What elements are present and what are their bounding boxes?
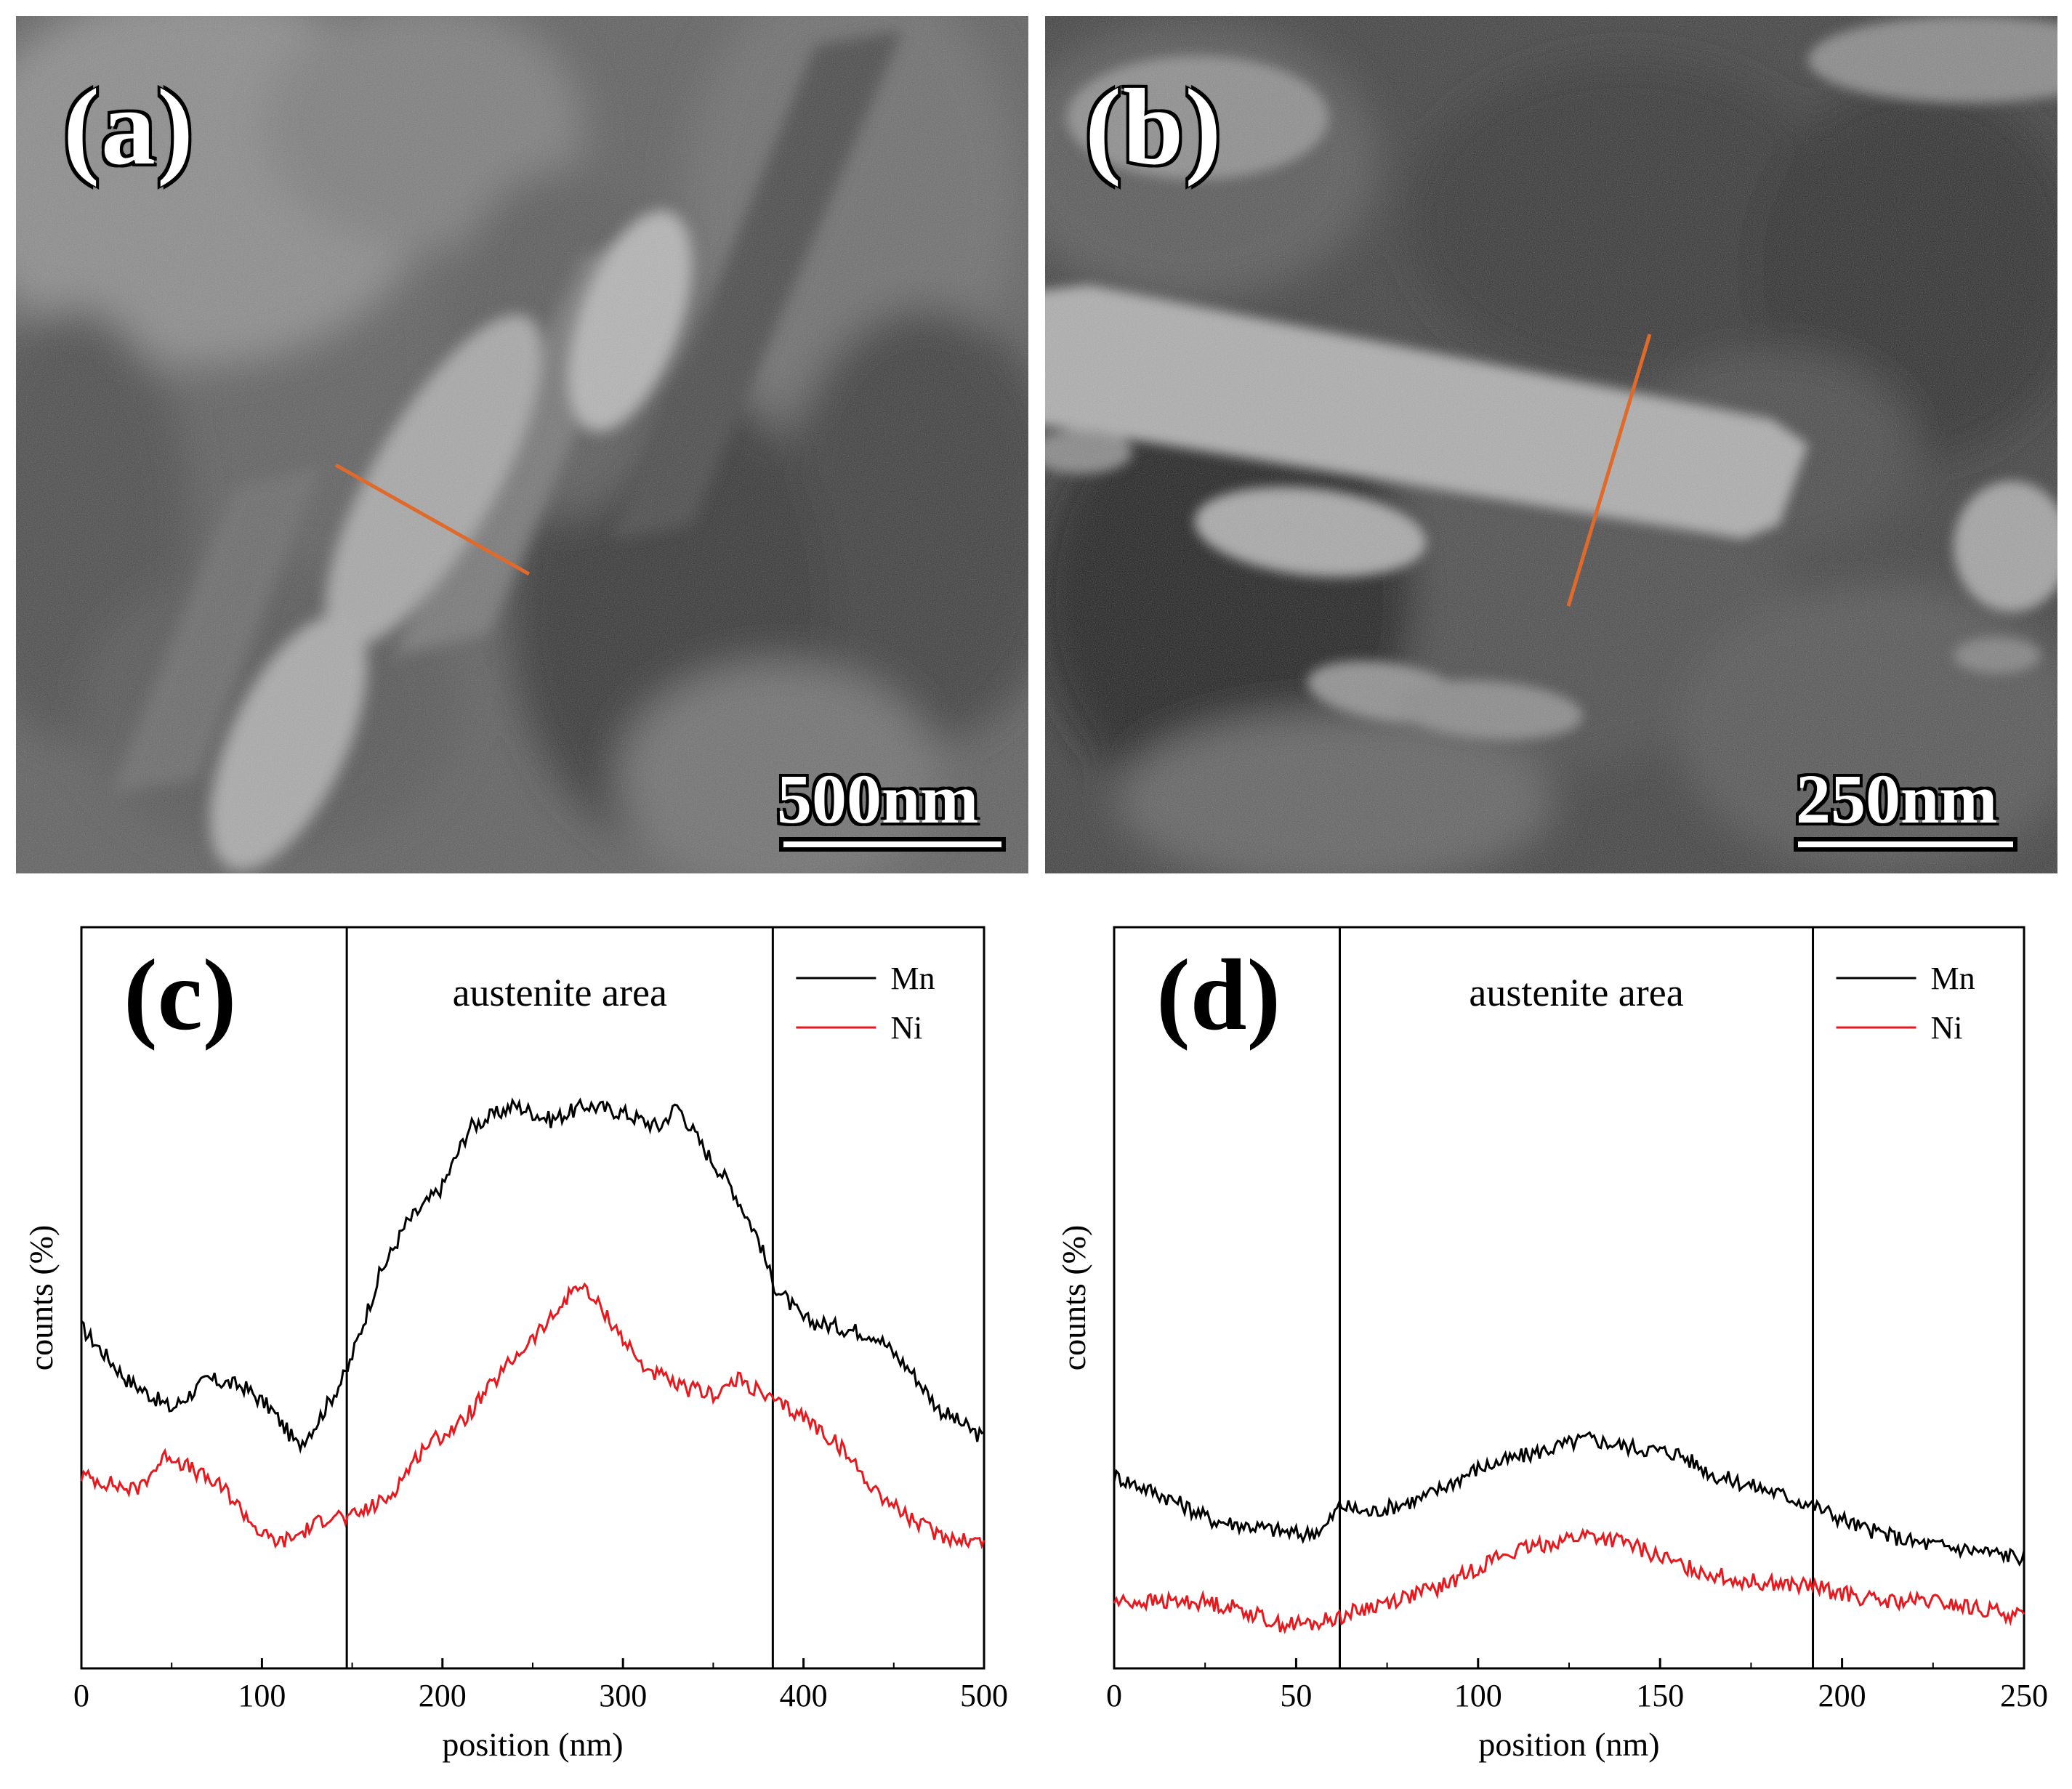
x-tick-label: 150 <box>1636 1678 1684 1713</box>
line-scan-b <box>1566 334 1652 607</box>
scale-text-a: 500nm <box>777 760 979 838</box>
region-annotation: austenite area <box>1469 971 1683 1014</box>
legend-label-ni: Ni <box>890 1010 922 1046</box>
x-tick-label: 50 <box>1280 1678 1312 1713</box>
chart-panel-label: (c) <box>124 939 236 1051</box>
series-line-mn <box>80 1097 985 1455</box>
y-axis-label: counts (%) <box>1055 1225 1092 1371</box>
chart-d: 0 50 100 150 200 250 position (nm) counts (%) (d… <box>1036 894 2072 1789</box>
x-tick-label: 500 <box>960 1678 1008 1713</box>
legend-label-mn: Mn <box>890 961 935 996</box>
x-axis-label: position (nm) <box>442 1726 623 1763</box>
series-line-ni <box>80 1282 985 1549</box>
x-axis-label: position (nm) <box>1478 1726 1659 1763</box>
micrograph-a: (a) 500nm <box>16 16 1028 873</box>
panel-label-b: (b) <box>1085 67 1223 187</box>
chart-panel-label: (d) <box>1156 939 1281 1051</box>
scale-bar-a <box>779 837 1006 852</box>
legend-label-mn: Mn <box>1931 961 1975 996</box>
x-tick-label: 200 <box>419 1678 467 1713</box>
x-tick-label: 250 <box>2000 1678 2048 1713</box>
x-tick-label: 0 <box>1106 1678 1122 1713</box>
chart-d-svg: 0 50 100 150 200 250 position (nm) counts (%) (d… <box>1055 926 2048 1763</box>
micrograph-b-image <box>1045 16 2057 873</box>
scale-bar-b <box>1794 837 2017 852</box>
series-line-ni <box>1113 1527 2025 1635</box>
micrograph-b: (b) 250nm <box>1045 16 2057 873</box>
region-annotation: austenite area <box>453 971 667 1014</box>
scale-text-b: 250nm <box>1796 760 1998 838</box>
chart-c: 0 100 200 300 400 500 position (nm) counts (%) (… <box>0 894 1036 1789</box>
micrograph-a-image <box>16 16 1028 873</box>
x-tick-label: 100 <box>1454 1678 1502 1713</box>
x-tick-label: 400 <box>780 1678 828 1713</box>
chart-c-svg: 0 100 200 300 400 500 position (nm) counts (%) (… <box>23 926 1008 1763</box>
x-tick-label: 200 <box>1818 1678 1866 1713</box>
x-tick-label: 0 <box>73 1678 89 1713</box>
line-scan-a <box>334 463 531 576</box>
panel-label-a: (a) <box>63 67 195 187</box>
legend-label-ni: Ni <box>1931 1010 1963 1046</box>
x-tick-label: 100 <box>238 1678 286 1713</box>
x-tick-label: 300 <box>599 1678 647 1713</box>
y-axis-label: counts (%) <box>23 1225 60 1371</box>
series-line-mn <box>1113 1431 2025 1567</box>
